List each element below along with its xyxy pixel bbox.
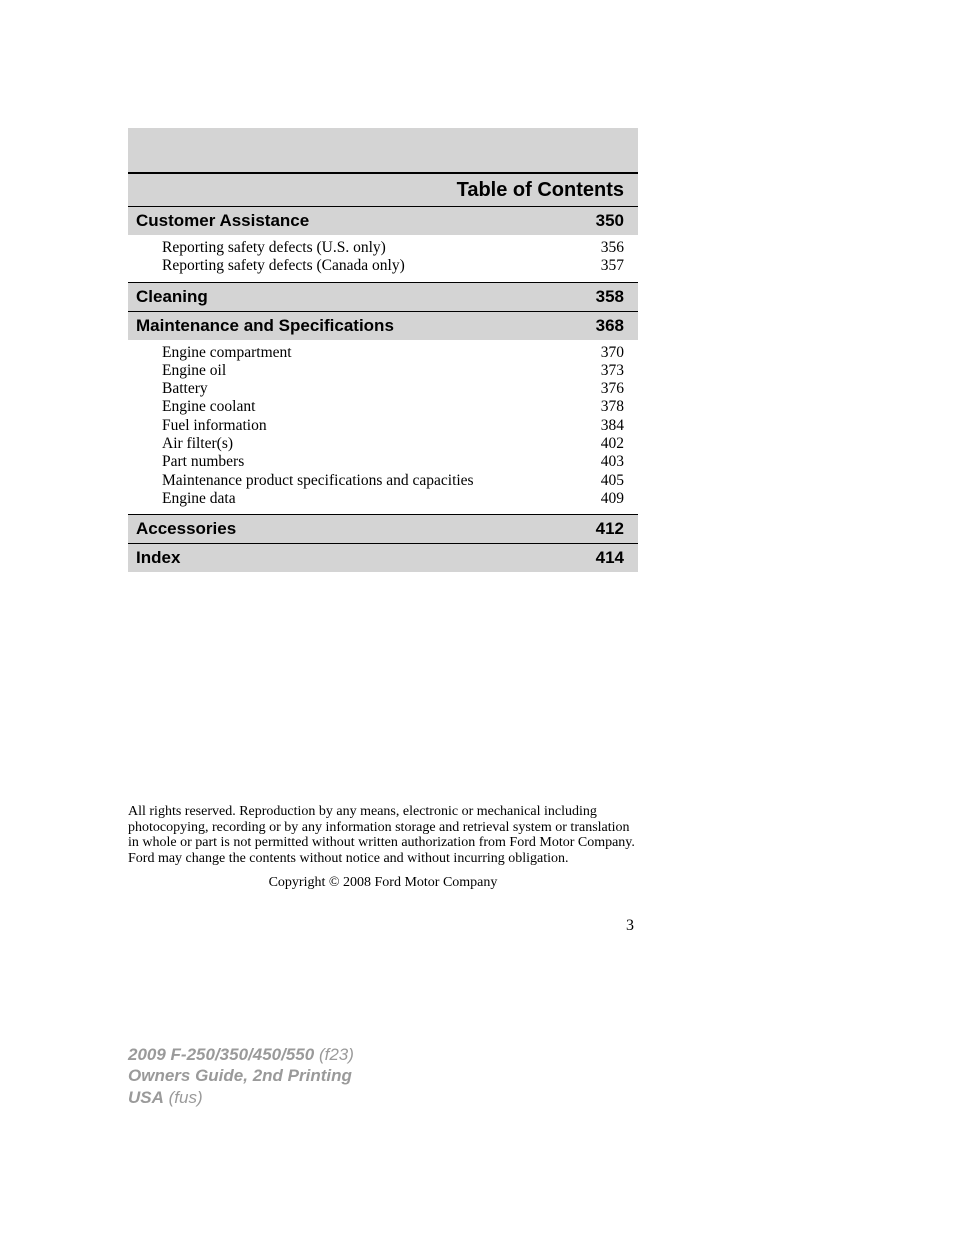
toc-subitems: Engine compartment370Engine oil373Batter… — [128, 340, 638, 515]
toc-section-title: Accessories — [136, 519, 236, 539]
toc-section-heading: Customer Assistance 350 — [128, 206, 638, 235]
toc-subitem-page: 405 — [601, 472, 624, 490]
toc-subitem-label: Part numbers — [162, 453, 244, 471]
toc-subitem-page: 378 — [601, 398, 624, 416]
footer-line-2: Owners Guide, 2nd Printing — [128, 1065, 354, 1086]
toc-subitem-page: 403 — [601, 453, 624, 471]
footer-code: (f23) — [314, 1045, 354, 1064]
footer-region: USA — [128, 1088, 164, 1107]
toc-section-title: Cleaning — [136, 287, 208, 307]
toc-subitem-label: Reporting safety defects (Canada only) — [162, 257, 405, 275]
toc-subitem-row: Maintenance product specifications and c… — [162, 472, 638, 490]
toc-subitem-row: Reporting safety defects (U.S. only) 356 — [162, 239, 638, 257]
toc-section-heading: Cleaning 358 — [128, 282, 638, 311]
toc-subitem-row: Battery 376 — [162, 380, 638, 398]
toc-section-title: Maintenance and Specifications — [136, 316, 394, 336]
toc-subitem-label: Engine oil — [162, 362, 226, 380]
toc-subitem-page: 357 — [601, 257, 624, 275]
toc-subitem-row: Reporting safety defects (Canada only) 35… — [162, 257, 638, 275]
toc-section-title: Index — [136, 548, 180, 568]
toc-subitem-label: Engine data — [162, 490, 236, 508]
footer-region-code: (fus) — [164, 1088, 203, 1107]
toc-subitem-page: 384 — [601, 417, 624, 435]
toc-subitem-row: Air filter(s) 402 — [162, 435, 638, 453]
toc-title: Table of Contents — [457, 179, 624, 202]
toc-subitem-page: 370 — [601, 344, 624, 362]
toc-subitem-label: Battery — [162, 380, 208, 398]
toc-section-heading: Index 414 — [128, 543, 638, 572]
footer-line-3: USA (fus) — [128, 1087, 354, 1108]
toc-title-row: Table of Contents — [128, 172, 638, 206]
toc-section-page: 368 — [596, 316, 624, 336]
footer-block: 2009 F-250/350/450/550 (f23) Owners Guid… — [128, 1044, 354, 1108]
toc-section-heading: Accessories 412 — [128, 514, 638, 543]
toc-section-page: 350 — [596, 211, 624, 231]
toc-subitem-row: Fuel information 384 — [162, 417, 638, 435]
footer-model: 2009 F-250/350/450/550 — [128, 1045, 314, 1064]
toc-section-page: 412 — [596, 519, 624, 539]
toc-subitem-page: 409 — [601, 490, 624, 508]
toc-subitem-page: 402 — [601, 435, 624, 453]
toc-subitem-label: Fuel information — [162, 417, 267, 435]
toc-subitem-label: Engine compartment — [162, 344, 292, 362]
toc-subitem-label: Reporting safety defects (U.S. only) — [162, 239, 386, 257]
page-number: 3 — [128, 917, 638, 935]
toc-subitem-row: Engine data 409 — [162, 490, 638, 508]
toc-subitem-row: Engine oil 373 — [162, 362, 638, 380]
page-content: Table of Contents Customer Assistance 350… — [128, 128, 638, 935]
toc-subitem-row: Engine coolant 378 — [162, 398, 638, 416]
header-gray-block — [128, 128, 638, 172]
toc-subitem-label: Engine coolant — [162, 398, 255, 416]
toc-section-title: Customer Assistance — [136, 211, 309, 231]
toc-subitem-row: Engine compartment 370 — [162, 344, 638, 362]
toc-subitems: Reporting safety defects (U.S. only)356R… — [128, 235, 638, 282]
toc-section-page: 414 — [596, 548, 624, 568]
toc-subitem-page: 373 — [601, 362, 624, 380]
footer-line-1: 2009 F-250/350/450/550 (f23) — [128, 1044, 354, 1065]
toc-section-page: 358 — [596, 287, 624, 307]
toc-section-heading: Maintenance and Specifications 368 — [128, 311, 638, 340]
toc-sections: Customer Assistance 350 Reporting safety d… — [128, 206, 638, 572]
toc-subitem-page: 356 — [601, 239, 624, 257]
toc-subitem-label: Maintenance product specifications and c… — [162, 472, 474, 490]
toc-subitem-page: 376 — [601, 380, 624, 398]
copyright-text: Copyright © 2008 Ford Motor Company — [128, 875, 638, 891]
toc-subitem-row: Part numbers 403 — [162, 453, 638, 471]
toc-subitem-label: Air filter(s) — [162, 435, 233, 453]
legal-text: All rights reserved. Reproduction by any… — [128, 804, 638, 867]
